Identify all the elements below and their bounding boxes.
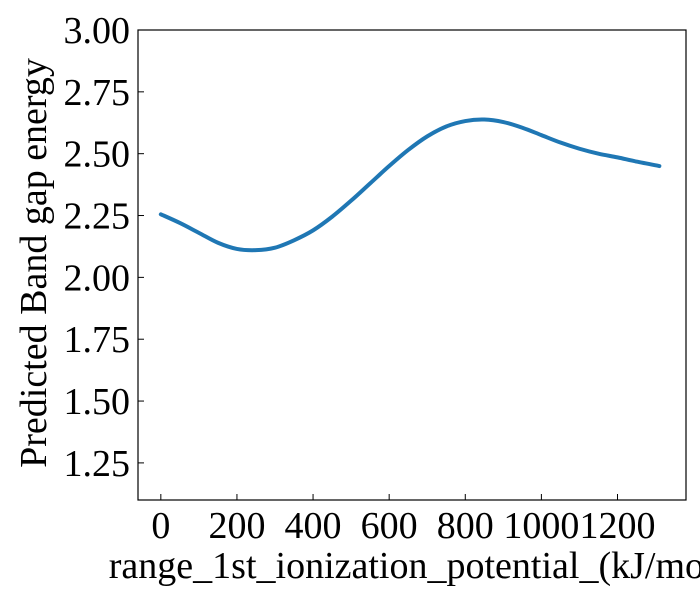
- x-tick-label: 600: [361, 505, 418, 547]
- y-axis-ticks: 1.25 1.50 1.75 2.00 2.25 2.50 2.75 3.00: [64, 10, 144, 485]
- series-line-prediction: [158, 117, 662, 253]
- x-tick-label: 200: [208, 505, 265, 547]
- x-tick-label: 0: [151, 505, 170, 547]
- x-tick-label: 1200: [580, 505, 656, 547]
- plot-frame: [137, 29, 687, 501]
- y-axis-title: Predicted Band gap energy: [13, 58, 55, 468]
- y-tick-label: 1.75: [64, 319, 131, 361]
- y-tick-label: 2.75: [64, 72, 131, 114]
- x-tick-label: 800: [437, 505, 494, 547]
- y-tick-label: 2.50: [64, 134, 131, 176]
- x-tick-label: 400: [285, 505, 342, 547]
- x-axis-ticks: 0 200 400 600 800 1000 1200: [151, 494, 656, 547]
- y-tick-label: 1.50: [64, 381, 131, 423]
- y-tick-label: 1.25: [64, 443, 131, 485]
- y-tick-label: 3.00: [64, 10, 131, 52]
- x-axis-title: range_1st_ionization_potential_(kJ/mol): [109, 545, 700, 587]
- series-layer: [158, 117, 662, 253]
- y-tick-label: 2.00: [64, 257, 131, 299]
- x-tick-label: 1000: [503, 505, 579, 547]
- y-tick-label: 2.25: [64, 196, 131, 238]
